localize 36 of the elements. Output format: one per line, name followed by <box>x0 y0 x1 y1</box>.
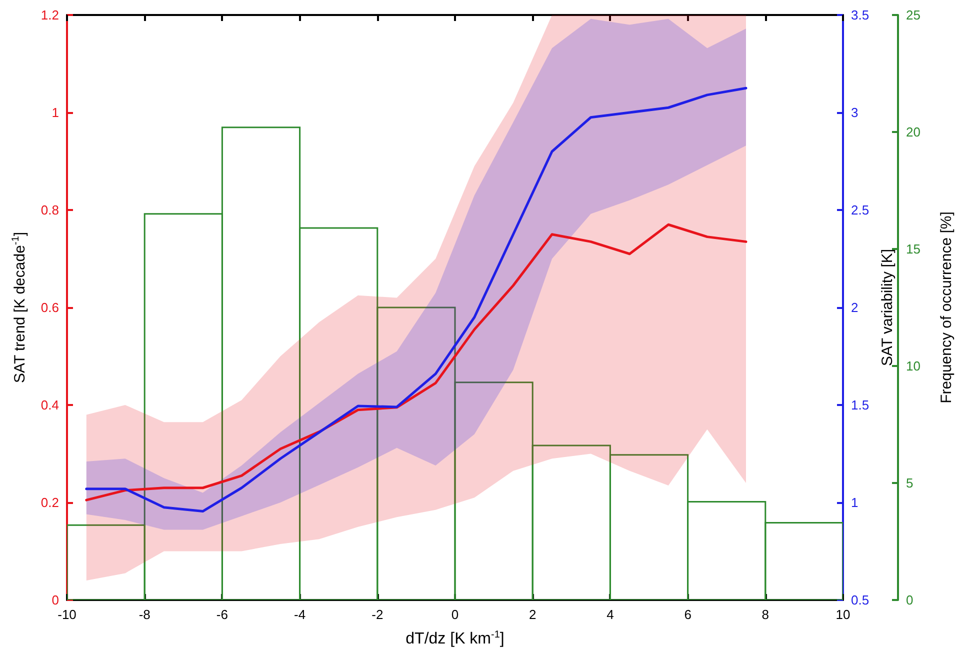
y-tick-label: 0.6 <box>40 300 59 315</box>
y-tick-label: 1 <box>52 105 59 120</box>
y-tick-label: 1.2 <box>40 8 59 22</box>
x-tick-label: -10 <box>58 607 76 622</box>
x-tick-label: -4 <box>294 607 306 622</box>
x-tick-label: 4 <box>606 607 614 622</box>
y3-tick-label: 10 <box>906 358 920 374</box>
y2-tick-label: 2.5 <box>851 202 870 218</box>
y2-axis-title: SAT variability [K] <box>879 249 896 366</box>
y2-tick-label: 2 <box>851 300 858 315</box>
y3-tick-label: 0 <box>906 592 914 608</box>
y-axis-title: SAT trend [K decade-1] <box>10 232 28 383</box>
y3-tick-label: 5 <box>906 476 914 490</box>
y3-tick-label: 25 <box>906 8 920 22</box>
y3-axis-title: Frequency of occurrence [%] <box>938 212 955 404</box>
y2-tick-label: 0.5 <box>851 592 870 608</box>
line-series <box>85 223 748 502</box>
y-tick-label: 0 <box>52 592 59 608</box>
y2-tick-label: 3.5 <box>851 8 870 22</box>
x-tick-label: -2 <box>372 607 384 622</box>
y3-tick-label: 15 <box>906 242 920 256</box>
x-tick-label: -6 <box>216 607 228 622</box>
x-tick-label: -8 <box>138 607 150 622</box>
y-tick-label: 0.4 <box>40 398 59 412</box>
y3-tick-label: 20 <box>906 124 920 140</box>
line-series <box>85 86 748 513</box>
x-tick-label: 6 <box>684 607 692 622</box>
y-tick-label: 0.8 <box>40 202 59 218</box>
x-tick-label: 10 <box>836 607 850 622</box>
x-tick-label: 8 <box>762 607 770 622</box>
x-tick-label: 0 <box>451 607 459 622</box>
y2-tick-label: 1 <box>851 495 858 510</box>
y-tick-label: 0.2 <box>40 495 59 510</box>
y2-tick-label: 1.5 <box>851 398 870 412</box>
x-tick-label: 2 <box>528 607 536 622</box>
y2-tick-label: 3 <box>851 105 858 120</box>
